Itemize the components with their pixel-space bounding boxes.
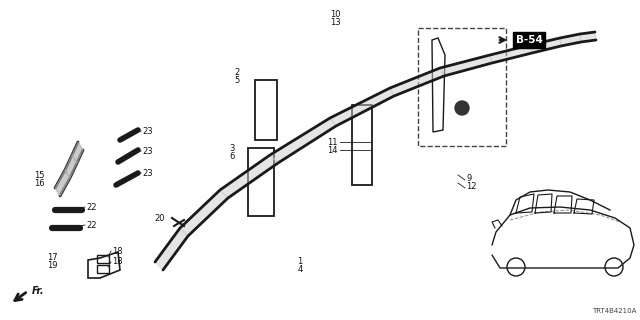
Bar	[352, 105, 372, 185]
Polygon shape	[330, 88, 394, 126]
Text: 22: 22	[86, 203, 97, 212]
Text: 22: 22	[86, 220, 97, 229]
Polygon shape	[65, 155, 77, 178]
Text: 15: 15	[35, 171, 45, 180]
Polygon shape	[530, 38, 561, 53]
Text: 11: 11	[328, 138, 338, 147]
Bar	[97, 255, 109, 263]
Text: 13: 13	[330, 18, 340, 27]
Text: 17: 17	[47, 252, 58, 261]
Text: 20: 20	[154, 213, 165, 222]
Text: 5: 5	[235, 76, 240, 84]
Bar	[97, 265, 109, 273]
Bar	[418, 28, 506, 146]
Polygon shape	[180, 190, 228, 236]
Polygon shape	[270, 118, 336, 163]
Circle shape	[455, 101, 469, 115]
Text: 6: 6	[230, 151, 235, 161]
Polygon shape	[220, 155, 278, 198]
Text: 23: 23	[142, 147, 152, 156]
Polygon shape	[560, 34, 581, 46]
Text: 3: 3	[230, 143, 235, 153]
Text: Fr.: Fr.	[32, 286, 45, 296]
Text: 14: 14	[328, 146, 338, 155]
Polygon shape	[490, 45, 532, 63]
Polygon shape	[580, 32, 596, 42]
Text: 4: 4	[298, 266, 303, 275]
Text: 9: 9	[466, 173, 471, 182]
Polygon shape	[72, 142, 83, 163]
Polygon shape	[440, 55, 492, 76]
Text: 18: 18	[112, 258, 123, 267]
Polygon shape	[155, 228, 188, 270]
Bar	[255, 80, 277, 140]
Bar	[248, 148, 274, 216]
Text: 23: 23	[142, 169, 152, 178]
Text: 23: 23	[142, 126, 152, 135]
Text: 2: 2	[235, 68, 240, 76]
Polygon shape	[55, 170, 70, 196]
Text: 10: 10	[330, 10, 340, 19]
Text: TRT4B4210A: TRT4B4210A	[591, 308, 636, 314]
Text: 16: 16	[35, 179, 45, 188]
Text: 12: 12	[466, 181, 477, 190]
Text: 19: 19	[47, 260, 58, 269]
Polygon shape	[390, 68, 444, 96]
Text: 18: 18	[112, 246, 123, 255]
Text: 1: 1	[298, 258, 303, 267]
Text: B-54: B-54	[516, 35, 543, 45]
